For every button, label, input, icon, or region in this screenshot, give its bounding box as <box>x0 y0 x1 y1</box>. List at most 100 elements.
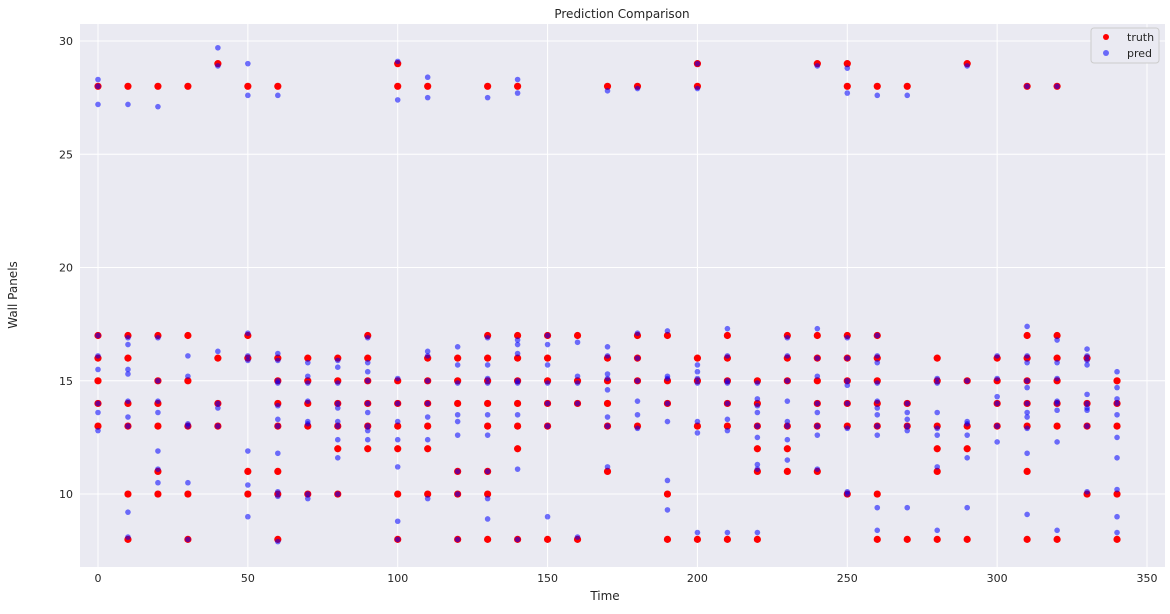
pred-point <box>964 421 970 427</box>
pred-point <box>664 328 671 334</box>
pred-point <box>275 350 281 357</box>
truth-point <box>603 467 612 476</box>
pred-point <box>664 400 671 407</box>
pred-point <box>904 423 911 429</box>
pred-point <box>994 439 1000 445</box>
truth-point <box>394 422 402 430</box>
pred-point <box>484 432 491 438</box>
pred-point <box>1054 83 1060 90</box>
truth-point <box>244 82 252 90</box>
pred-point <box>934 432 941 438</box>
pred-point <box>514 466 521 472</box>
truth-point <box>513 399 522 408</box>
pred-point <box>544 362 551 368</box>
pred-point <box>245 353 251 359</box>
pred-point <box>994 423 1000 429</box>
legend-marker-pred <box>1103 50 1109 56</box>
pred-point <box>394 464 401 470</box>
pred-point <box>245 92 251 99</box>
pred-point <box>1114 396 1120 402</box>
y-tick-label: 20 <box>59 262 73 275</box>
pred-point <box>125 334 131 341</box>
pred-point <box>544 513 551 520</box>
pred-point <box>934 527 941 534</box>
pred-point <box>694 418 701 425</box>
truth-point <box>813 331 821 340</box>
pred-point <box>874 423 881 429</box>
pred-point <box>754 529 761 536</box>
y-tick-label: 25 <box>59 148 73 161</box>
pred-point <box>185 479 191 486</box>
pred-point <box>454 491 461 497</box>
pred-point <box>784 436 791 443</box>
pred-point <box>604 344 611 350</box>
pred-point <box>784 457 791 463</box>
pred-point <box>245 330 251 337</box>
pred-point <box>694 375 701 382</box>
pred-point <box>275 402 281 409</box>
pred-point <box>694 380 701 386</box>
pred-point <box>844 90 851 96</box>
truth-point <box>963 445 971 453</box>
pred-point <box>814 432 821 438</box>
pred-point <box>874 411 881 418</box>
pred-point <box>454 411 461 418</box>
pred-point <box>814 325 821 332</box>
truth-point <box>903 535 911 543</box>
legend-label-pred: pred <box>1127 47 1152 60</box>
truth-point <box>94 377 102 385</box>
pred-point <box>484 334 491 341</box>
pred-point <box>125 414 131 420</box>
pred-point <box>424 495 431 502</box>
pred-point <box>634 377 641 384</box>
pred-point <box>304 495 311 502</box>
x-tick-label: 200 <box>687 572 708 585</box>
pred-point <box>334 400 341 407</box>
pred-point <box>904 400 911 407</box>
pred-point <box>754 466 761 472</box>
pred-point <box>1114 513 1120 520</box>
truth-point <box>124 490 132 498</box>
pred-point <box>155 466 161 472</box>
pred-point <box>1024 414 1030 420</box>
truth-point <box>513 331 522 340</box>
pred-point <box>904 504 911 511</box>
pred-point <box>994 375 1000 382</box>
pred-point <box>604 88 611 94</box>
pred-point <box>275 450 281 457</box>
truth-point <box>1023 331 1031 340</box>
pred-point <box>814 466 821 472</box>
plot-area <box>80 24 1165 567</box>
truth-point <box>693 422 702 430</box>
pred-point <box>784 334 791 341</box>
pred-point <box>125 534 131 540</box>
pred-point <box>964 455 970 461</box>
pred-point <box>484 411 491 418</box>
pred-point <box>334 357 341 364</box>
x-axis-label: Time <box>589 589 619 603</box>
truth-point <box>603 399 612 408</box>
pred-point <box>304 380 311 386</box>
pred-point <box>125 371 131 377</box>
pred-point <box>874 380 881 386</box>
pred-point <box>1114 486 1120 493</box>
pred-point <box>1084 362 1090 368</box>
truth-point <box>424 422 432 430</box>
pred-point <box>724 325 731 332</box>
pred-point <box>334 491 341 497</box>
pred-point <box>694 529 701 536</box>
pred-point <box>754 434 761 441</box>
truth-point <box>723 535 732 543</box>
pred-point <box>724 380 731 386</box>
pred-point <box>634 330 641 337</box>
pred-point <box>245 513 251 520</box>
pred-point <box>934 464 941 470</box>
pred-point <box>454 418 461 425</box>
tick-labels: 0 50 100 150 200 250 300 350 10 15 20 25 30 <box>59 35 1158 585</box>
pred-point <box>245 357 251 364</box>
pred-point <box>904 427 911 434</box>
truth-point <box>334 445 342 453</box>
pred-point <box>394 97 401 103</box>
truth-point <box>304 354 312 362</box>
truth-point <box>1023 467 1031 476</box>
